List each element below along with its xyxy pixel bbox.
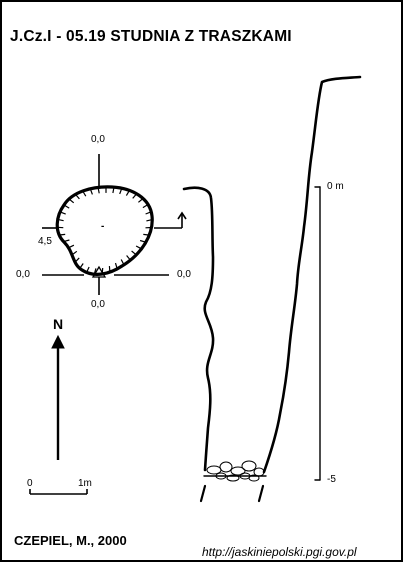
wall-hatch-tick xyxy=(68,244,75,249)
section-right-continuation xyxy=(257,484,265,503)
north-arrow xyxy=(51,334,65,460)
plan-label-depth: 4,5 xyxy=(38,236,52,247)
north-arrow-head xyxy=(51,334,65,349)
plan-section-arrow-head xyxy=(177,211,187,220)
scale-label-end: 1m xyxy=(78,478,92,489)
wall-hatch-tick xyxy=(79,263,84,269)
section-rubble xyxy=(206,460,265,482)
wall-hatch-tick xyxy=(132,193,138,199)
wall-hatch-tick xyxy=(57,218,64,222)
wall-hatch-tick xyxy=(86,266,90,273)
section-view xyxy=(182,75,362,503)
wall-hatch-tick xyxy=(68,198,75,204)
wall-hatch-tick xyxy=(63,239,70,243)
rubble-stone xyxy=(219,461,233,473)
wall-hatch-tick xyxy=(138,198,144,203)
rubble-stone xyxy=(248,474,260,482)
scale-label-start: 0 xyxy=(27,478,33,489)
wall-hatch-tick xyxy=(101,267,104,275)
wall-hatch-tick xyxy=(97,187,100,194)
wall-hatch-tick xyxy=(143,233,150,236)
plan-label-top: 0,0 xyxy=(91,134,105,145)
wall-hatch-tick xyxy=(112,186,115,194)
section-left-wall xyxy=(182,186,215,472)
wall-hatch-tick xyxy=(114,262,118,270)
plan-shaft-outline xyxy=(55,185,154,276)
wall-hatch-tick xyxy=(139,239,146,243)
wall-hatch-tick xyxy=(59,211,66,215)
wall-hatch-tick xyxy=(145,211,152,215)
north-label: N xyxy=(53,316,64,332)
rubble-stone xyxy=(215,472,227,480)
plan-label-right: 0,0 xyxy=(177,269,191,280)
rubble-stone xyxy=(226,474,240,482)
wall-hatch-tick xyxy=(142,203,149,209)
wall-hatch-tick xyxy=(108,266,111,273)
section-left-continuation xyxy=(199,484,207,503)
plan-view xyxy=(42,154,187,295)
plan-label-bottom: 0,0 xyxy=(91,299,105,310)
wall-hatch-tick xyxy=(75,194,80,200)
section-right-wall xyxy=(262,75,362,474)
depth-label-bottom: -5 xyxy=(327,474,336,485)
plan-center-mark: - xyxy=(101,221,105,232)
wall-hatch-tick xyxy=(131,250,137,256)
rubble-stone xyxy=(230,466,246,476)
wall-hatch-tick xyxy=(135,245,142,250)
plan-wall-hatching xyxy=(57,186,153,275)
wall-hatch-tick xyxy=(82,190,87,197)
source-link[interactable]: http://jaskiniepolski.pgi.gov.pl xyxy=(202,545,357,559)
wall-hatch-tick xyxy=(146,219,153,222)
depth-label-top: 0 m xyxy=(327,181,344,192)
wall-hatch-tick xyxy=(126,255,131,261)
survey-title: J.Cz.I - 05.19 STUDNIA Z TRASZKAMI xyxy=(10,28,292,45)
rubble-stone xyxy=(241,460,257,472)
wall-hatch-tick xyxy=(119,188,123,195)
rubble-stone xyxy=(253,467,265,477)
plan-label-left: 0,0 xyxy=(16,269,30,280)
wall-hatch-tick xyxy=(71,250,78,256)
wall-hatch-tick xyxy=(74,257,80,263)
author-credit: CZEPIEL, M., 2000 xyxy=(14,533,127,548)
wall-hatch-tick xyxy=(59,233,66,236)
scale-bar xyxy=(29,489,88,495)
wall-hatch-tick xyxy=(63,204,70,209)
wall-hatch-tick xyxy=(120,259,125,266)
wall-hatch-tick xyxy=(93,268,97,275)
wall-hatch-tick xyxy=(89,188,93,195)
wall-hatch-tick xyxy=(125,190,130,196)
